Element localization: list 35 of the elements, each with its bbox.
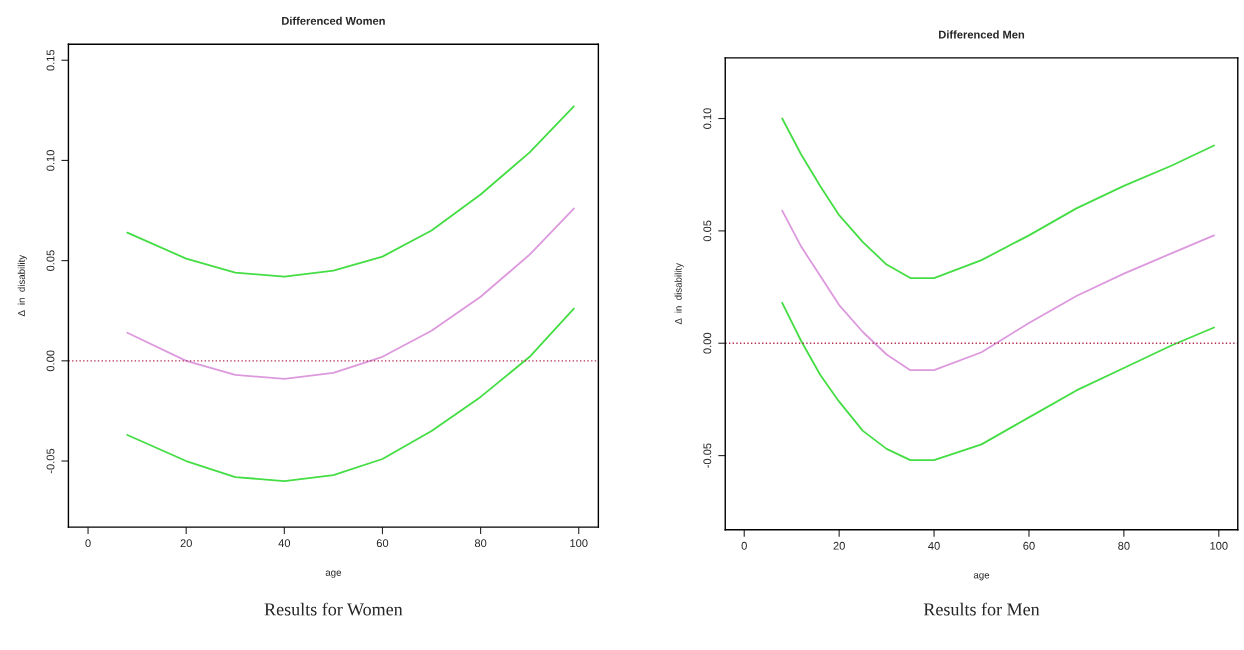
chart-title: Differenced Men: [939, 30, 1025, 39]
text: Results for Women: [264, 602, 403, 616]
y-tick-label: 0.10: [703, 108, 712, 129]
y-tick-label: 0.00: [46, 350, 55, 372]
x-tick-label: 0: [85, 539, 91, 548]
y-tick-label: 0.00: [703, 332, 712, 354]
line-series: [781, 117, 1215, 279]
x-tick-label: 0: [741, 541, 747, 550]
y-tick-label: -0.05: [703, 443, 712, 468]
y-tick-label: -0.05: [46, 448, 55, 474]
y-tick-label: 0.05: [703, 220, 712, 242]
text: Results for Men: [923, 602, 1040, 616]
chart-title: Differenced Women: [282, 16, 385, 25]
y-tick-label: 0.15: [46, 49, 55, 71]
y-axis-title: Δ in disability: [17, 254, 27, 317]
x-tick-label: 80: [1118, 541, 1130, 550]
line-series: [126, 207, 575, 380]
x-axis-title: age: [325, 570, 342, 578]
x-tick-label: 60: [1023, 541, 1035, 550]
x-tick-label: 20: [833, 541, 845, 550]
line-series: [126, 105, 575, 278]
line-series: [781, 301, 1215, 461]
y-tick-label: 0.10: [46, 150, 55, 171]
x-tick-label: 40: [278, 539, 291, 548]
line-series: [781, 209, 1215, 372]
y-tick-label: 0.05: [46, 250, 55, 271]
y-axis-title: Δ in disability: [674, 263, 684, 325]
x-tick-label: 60: [376, 539, 389, 548]
x-tick-label: 20: [180, 539, 192, 548]
x-tick-label: 100: [1210, 541, 1228, 550]
x-axis-title: age: [973, 573, 990, 581]
x-tick-label: 100: [570, 539, 588, 548]
line-series: [126, 307, 575, 482]
x-tick-label: 80: [474, 539, 487, 548]
x-tick-label: 40: [928, 541, 940, 550]
